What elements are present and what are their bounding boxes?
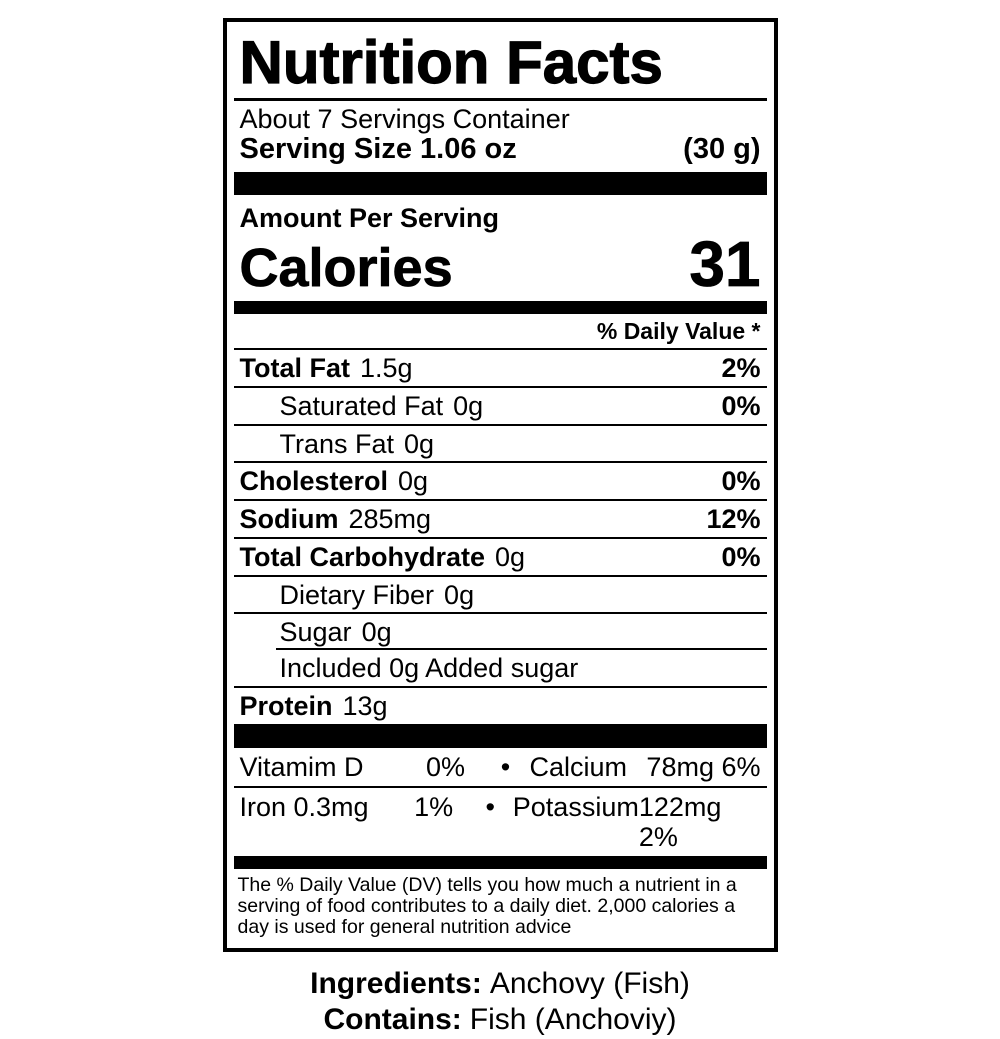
nutrient-amount: 0g [361,617,392,648]
micronutrient-right-value: 78mg 6% [646,751,761,782]
nutrition-facts-label: Nutrition Facts About 7 Servings Contain… [222,18,778,952]
nutrient-amount: 1.5g [360,353,413,384]
nutrient-name: Included 0g Added sugar [279,653,579,684]
nutrient-name: Sodium [239,504,339,535]
nutrient-amount: 0g [495,541,526,572]
thick-divider-bar [233,172,767,196]
nutrient-row-dietary-fiber: Dietary Fiber 0g [233,574,767,613]
nutrient-row-trans-fat: Trans Fat 0g [233,423,767,462]
contains-value: Fish (Anchoviy) [469,1003,677,1037]
nutrient-name: Total Carbohydrate [239,541,486,572]
contains-line: Contains: Fish (Anchoviy) [0,1002,1000,1039]
nutrient-row-protein: Protein 13g [233,686,767,724]
ingredients-section: Ingredients: Anchovy (Fish) Contains: Fish… [0,966,1000,1039]
micronutrient-left-value: 0% [425,751,466,782]
ingredients-line: Ingredients: Anchovy (Fish) [0,966,1000,1003]
contains-label: Contains: [323,1003,462,1037]
medium-divider-bar [233,300,767,314]
amount-per-serving-heading: Amount Per Serving [239,203,500,234]
ingredients-label: Ingredients: [310,966,482,1000]
bullet-separator-icon: • [500,751,511,782]
nutrient-name: Cholesterol [239,466,389,497]
thick-divider-bar [233,723,767,748]
nutrient-amount: 13g [342,691,388,722]
nutrient-amount: 0g [404,428,435,459]
nutrient-name: Protein [239,691,333,722]
calories-row: Calories 31 [234,228,767,301]
bullet-separator-icon: • [485,791,495,822]
nutrient-name: Sugar [279,617,352,648]
micronutrient-row-vitamind-calcium: Vitamim D 0% • Calcium 78mg 6% [234,748,767,786]
daily-value-header: % Daily Value * [596,317,761,344]
nutrient-name: Trans Fat [279,428,395,459]
micronutrient-left-name: Iron 0.3mg [239,791,369,822]
nutrient-daily-value: 0% [721,466,761,497]
nutrient-row-total-fat: Total Fat 1.5g 2% [233,348,767,386]
nutrient-row-sugar: Sugar 0g [233,612,767,650]
nutrient-daily-value: 2% [721,353,761,384]
nutrient-row-cholesterol: Cholesterol 0g 0% [233,461,767,499]
serving-size-metric: (30 g) [683,133,761,166]
nutrient-row-added-sugar: Included 0g Added sugar [234,648,767,686]
serving-size-row: Serving Size 1.06 oz (30 g) [234,134,767,168]
nutrient-name: Dietary Fiber [279,579,435,610]
micronutrient-right-value: 122mg 2% [638,791,722,853]
nutrient-name: Saturated Fat [279,390,444,421]
micronutrient-right-name: Potassium [512,791,639,822]
nutrient-row-saturated-fat: Saturated Fat 0g 0% [233,385,767,424]
calories-value: 31 [689,228,761,300]
nutrient-name: Total Fat [239,353,351,384]
page: Nutrition Facts About 7 Servings Contain… [0,18,1000,1036]
micronutrient-left-value: 1% [414,791,454,822]
nutrient-row-total-carbohydrate: Total Carbohydrate 0g 0% [233,536,767,575]
micronutrient-row-iron-potassium: Iron 0.3mg 1% • Potassium 122mg 2% [233,785,767,857]
daily-value-footnote: The % Daily Value (DV) tells you how muc… [233,856,767,940]
calories-label: Calories [239,238,453,298]
nutrient-amount: 0g [398,466,429,497]
micronutrient-right-name: Calcium [529,751,628,782]
nutrient-daily-value: 0% [721,390,761,421]
servings-per-container: About 7 Servings Container [239,104,570,135]
ingredients-value: Anchovy (Fish) [489,966,690,1000]
micronutrient-left-name: Vitamim D [239,751,364,782]
nutrient-row-sodium: Sodium 285mg 12% [233,499,767,537]
nutrient-amount: 0g [453,390,484,421]
nutrient-amount: 285mg [348,504,432,535]
nutrient-daily-value: 0% [721,541,761,572]
serving-size-label: Serving Size 1.06 oz [239,133,517,166]
nutrient-amount: 0g [444,579,475,610]
label-title: Nutrition Facts [239,29,664,96]
divider [233,98,767,102]
nutrient-daily-value: 12% [706,504,761,535]
